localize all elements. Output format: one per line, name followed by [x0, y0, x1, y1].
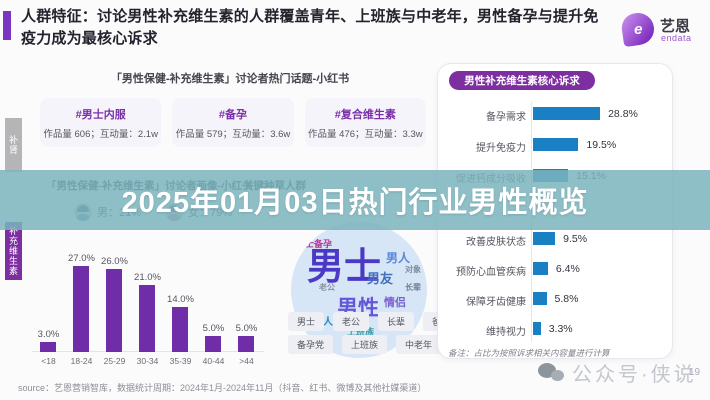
age-bar [205, 336, 221, 352]
cloud-word: 男士备孕 [296, 239, 333, 249]
age-bar-value: 14.0% [167, 294, 194, 306]
age-axis-label: >44 [239, 356, 254, 366]
age-bar-value: 5.0% [235, 323, 258, 334]
logo-en-text: endata [661, 33, 692, 43]
demand-value: 19.5% [586, 139, 617, 151]
date-overlay-banner: 2025年01月03日热门行业男性概览 [0, 170, 710, 230]
demand-bar [533, 322, 541, 335]
age-bar [106, 268, 122, 352]
age-bar [40, 342, 56, 352]
cloud-word: 长辈 [405, 283, 421, 292]
topic-card-tag: #备孕 [218, 108, 248, 121]
cloud-word: 男士 [307, 246, 381, 287]
age-bar [172, 307, 188, 352]
cloud-word: 上班族 [347, 327, 375, 337]
demand-label: 维持视力 [486, 327, 526, 338]
age-axis-label: 25-29 [103, 356, 126, 366]
age-chart-column: 26.0% 25-29 [98, 250, 131, 366]
topic-card-stats: 作品量 606；互动量：2.1w [43, 128, 158, 140]
age-chart-column: 21.0% 30-34 [131, 250, 164, 366]
demand-bar [533, 138, 579, 151]
topic-card: #复合维生素作品量 476；互动量：3.3w [304, 98, 426, 147]
side-tab-vitamin[interactable]: 补充维生素 [5, 222, 22, 280]
age-distribution-chart: 3.0% <18 27.0% 18-24 26.0% 25-29 21.0% 30-34 14.… [32, 250, 264, 366]
watermark-text: 公众号·侠说 [572, 364, 697, 386]
age-bar-value: 3.0% [37, 329, 60, 341]
topic-card-tag: #男士内服 [75, 108, 126, 121]
topic-card: #男士内服作品量 606；互动量：2.1w [40, 98, 162, 147]
demand-value: 28.8% [608, 108, 638, 120]
demand-value: 3.3% [548, 323, 573, 335]
topic-cards: #男士内服 作品量 606；互动量：2.1w #备孕 作品量 579；互动量：3.6w… [40, 98, 426, 147]
age-axis-label: <18 [41, 356, 56, 366]
overlay-title: 2025年01月03日热门行业男性概览 [121, 187, 589, 219]
wechat-icon [538, 361, 566, 385]
cloud-word: 男人 [386, 251, 411, 265]
age-bar [139, 284, 155, 352]
topic-card-tag: #复合维生素 [334, 108, 396, 121]
cloud-word: 情侣 [384, 297, 406, 309]
age-chart-column: 27.0% 18-24 [65, 250, 98, 366]
demand-value: 5.8% [554, 293, 579, 305]
demand-value: 9.5% [563, 233, 588, 245]
audience-chip: 备孕党 [288, 335, 334, 354]
age-bar-value: 27.0% [68, 252, 95, 264]
logo-cn-text: 艺恩 [660, 18, 691, 35]
demand-bar [533, 292, 547, 305]
cloud-word: 老公 [319, 283, 335, 292]
page-title: 人群特征：讨论男性补充维生素的人群覆盖青年、上班族与中老年，男性备孕与提升免疫力… [21, 8, 599, 47]
age-axis-label: 35-39 [169, 356, 192, 366]
audience-chip: 老公 [333, 312, 370, 331]
age-bar-value: 26.0% [101, 255, 128, 267]
topic-card: #备孕作品量 579；互动量：3.6w [172, 98, 294, 147]
demand-note: 备注：占比为按照诉求相关内容量进行计算 [448, 348, 610, 358]
demand-label: 改善皮肤状态 [466, 237, 526, 248]
demand-label: 预防心血管疾病 [456, 267, 526, 278]
age-bar [238, 336, 254, 352]
source-line: source：艺恩营销智库，数据统计周期：2024年1月-2024年11月（抖音… [18, 383, 427, 393]
audience-chip: 男士 [288, 312, 325, 331]
age-axis-label: 40-44 [202, 356, 225, 366]
topic-card-stats: 作品量 579；互动量：3.6w [175, 128, 291, 140]
age-axis-label: 18-24 [70, 356, 93, 366]
age-axis-label: 30-34 [136, 356, 159, 366]
demand-bar [533, 107, 601, 120]
audience-chip: 长辈 [378, 312, 415, 331]
demand-bar [533, 262, 548, 275]
demand-value: 6.4% [555, 263, 580, 275]
audience-chip-row: 备孕党 上班族 中老年 [288, 335, 442, 354]
audience-chip: 上班族 [342, 335, 388, 354]
audience-chip-row: 男士老公长辈爸爸 [288, 312, 460, 331]
topic-card-stats: 作品量 476；互动量：3.3w [308, 128, 423, 140]
age-chart-column: 5.0% >44 [230, 250, 263, 366]
age-bar-value: 21.0% [134, 271, 161, 283]
demand-label: 提升免疫力 [476, 143, 526, 154]
side-tab-bushen[interactable]: 补肾 [5, 118, 22, 172]
age-bar [73, 265, 89, 352]
demand-panel-title-badge: 男性补充维生素核心诉求 [449, 71, 595, 90]
demand-label: 备孕需求 [486, 112, 526, 123]
header-accent-bar [3, 11, 11, 40]
endata-logo: e 艺恩 endata [619, 10, 708, 51]
page-number: 19 [689, 367, 701, 378]
audience-chip: 中老年 [396, 335, 442, 354]
age-bar-value: 5.0% [202, 323, 225, 334]
endata-blob-icon: e [619, 10, 657, 48]
cloud-word: 男友 [367, 271, 394, 286]
age-chart-column: 3.0% <18 [32, 250, 65, 366]
cloud-word: 对象 [405, 265, 421, 274]
watermark: 公众号·侠说 [538, 358, 697, 387]
age-chart-column: 14.0% 35-39 [164, 250, 197, 366]
demand-label: 保障牙齿健康 [466, 297, 526, 308]
topics-section-title: 「男性保健-补充维生素」讨论者热门话题-小红书 [110, 73, 350, 85]
demand-bar [533, 232, 556, 245]
age-chart-column: 5.0% 40-44 [197, 250, 230, 366]
